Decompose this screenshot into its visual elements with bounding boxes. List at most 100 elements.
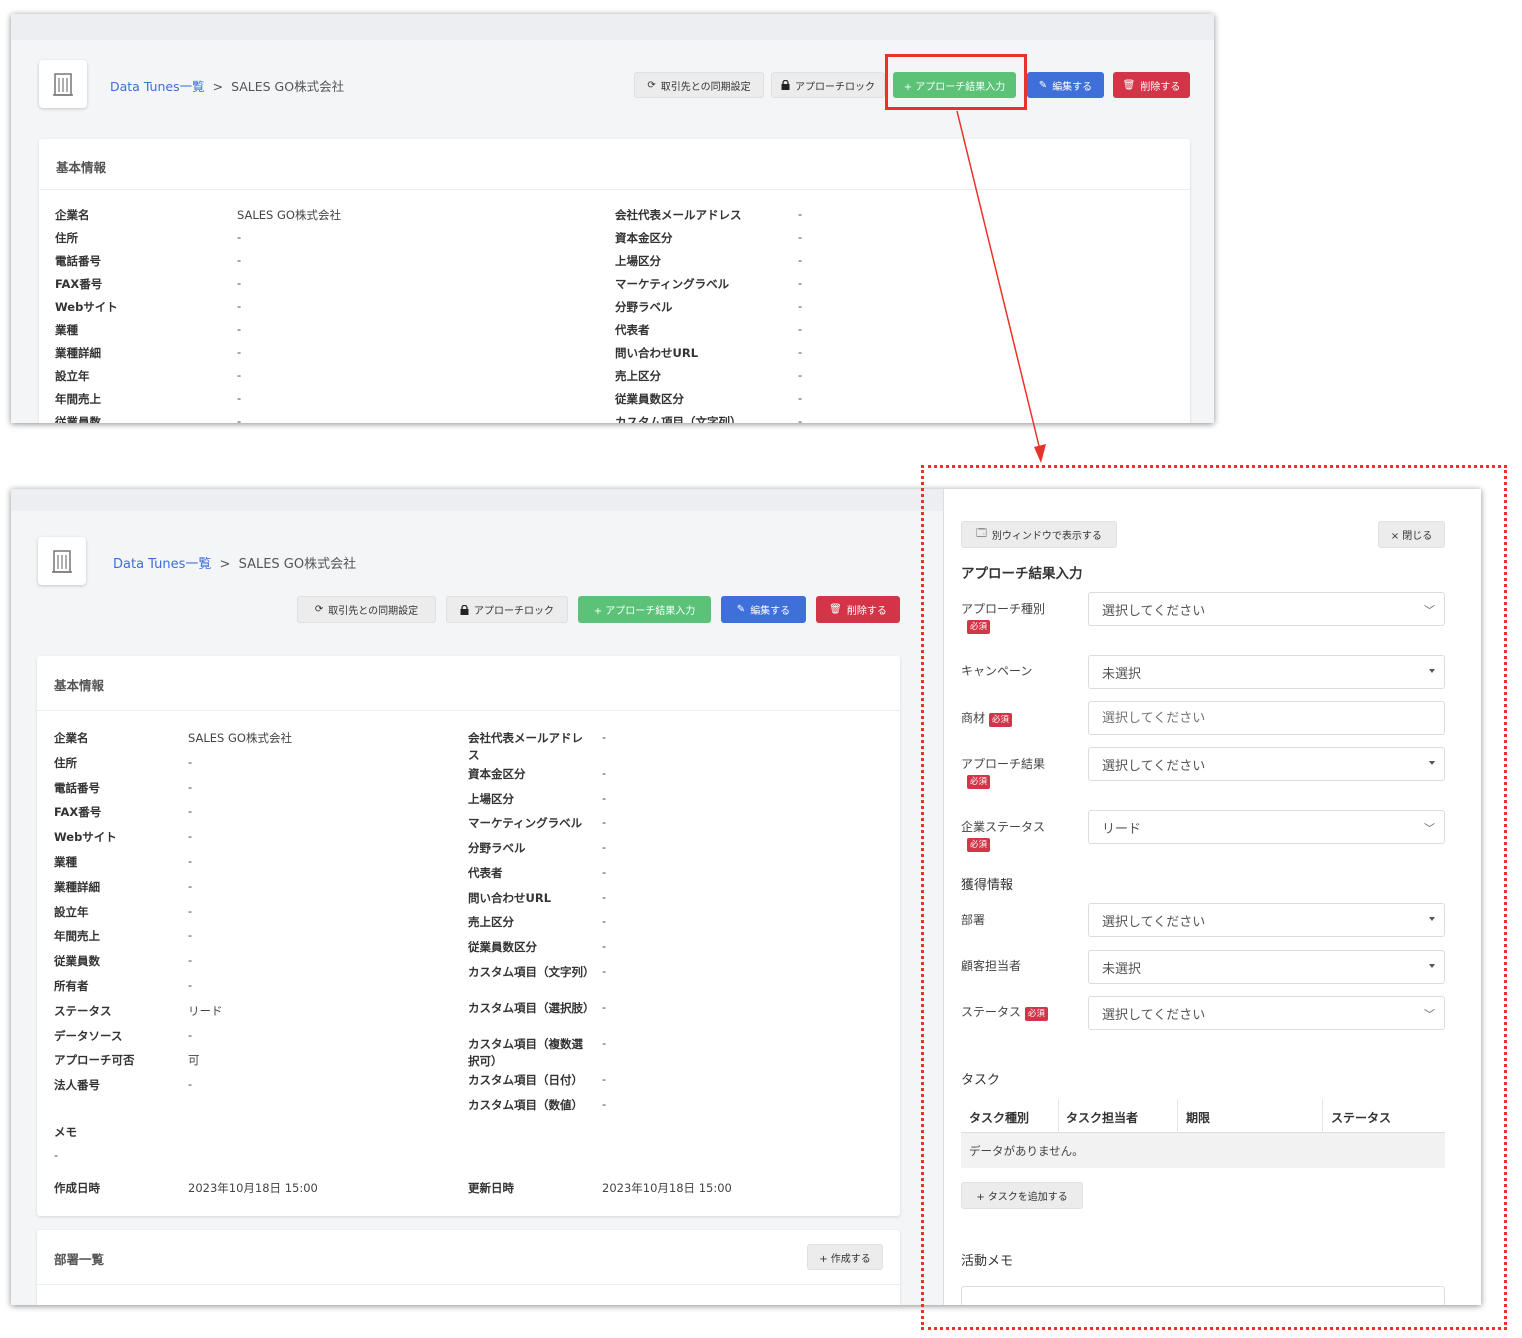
field-label: 代表者 (468, 866, 503, 880)
close-panel-button[interactable]: × 閉じる (1378, 521, 1445, 548)
campaign-label: キャンペーン (961, 664, 1033, 678)
highlight-box (885, 54, 1027, 110)
field-label: 設立年 (55, 369, 90, 383)
field-value: - (188, 878, 193, 893)
field-value: - (188, 953, 193, 968)
add-task-button[interactable]: + タスクを追加する (961, 1182, 1083, 1209)
acquired-info-title: 獲得情報 (961, 878, 1014, 893)
field-value: - (798, 253, 803, 267)
contact-select[interactable]: 未選択 (1088, 950, 1445, 984)
field-value: - (602, 730, 607, 744)
field-label: 電話番号 (55, 254, 101, 268)
basic-info-card: 基本情報 企業名 SALES GO株式会社 住所 - 電話番号 - FAX番号 - Webサイト… (37, 656, 900, 1216)
task-empty-row: データがありません。 (961, 1133, 1445, 1168)
field-value: - (602, 865, 607, 879)
breadcrumb-link[interactable]: Data Tunes一覧 (113, 557, 212, 572)
approach-type-label: アプローチ種別 (961, 602, 1046, 616)
material-label: 商材 (961, 711, 986, 725)
memo-value: - (54, 1148, 59, 1162)
breadcrumb-link[interactable]: Data Tunes一覧 (110, 79, 205, 94)
chevron-down-icon: ﹀ (1424, 822, 1435, 835)
field-value: - (602, 890, 607, 904)
field-label: 従業員数区分 (468, 940, 537, 954)
column-status: ステータス (1331, 1111, 1392, 1125)
updated-value: 2023年10月18日 15:00 (602, 1181, 732, 1195)
department-label: 部署 (961, 913, 986, 927)
task-table-header: タスク種別 タスク担当者 期限 ステータス (961, 1099, 1445, 1133)
created-value: 2023年10月18日 15:00 (188, 1181, 318, 1195)
sync-button[interactable]: ⟳ 取引先との同期設定 (297, 596, 436, 623)
field-label: 売上区分 (615, 369, 661, 383)
field-label: 資本金区分 (615, 231, 673, 245)
approach-lock-button[interactable]: アプローチロック (771, 72, 885, 98)
chevron-down-icon: ﹀ (1424, 604, 1435, 617)
status-select[interactable]: 選択してください ﹀ (1088, 996, 1445, 1030)
breadcrumb: Data Tunes一覧 > SALES GO株式会社 (110, 76, 344, 95)
approach-input-button[interactable]: + アプローチ結果入力 (578, 596, 711, 623)
field-value: 可 (188, 1053, 200, 1068)
basic-info-title: 基本情報 (56, 160, 107, 175)
sync-button[interactable]: ⟳ 取引先との同期設定 (634, 72, 764, 98)
field-label: 問い合わせURL (468, 891, 552, 905)
building-icon (52, 550, 72, 573)
approach-result-select[interactable]: 選択してください (1088, 747, 1445, 781)
open-window-button[interactable]: 🗔 別ウィンドウで表示する (961, 521, 1117, 548)
field-value: - (237, 345, 242, 359)
field-label: Webサイト (55, 300, 118, 314)
approach-lock-button[interactable]: アプローチロック (446, 596, 568, 623)
field-value: - (798, 322, 803, 336)
edit-button[interactable]: ✎ 編集する (1027, 72, 1104, 98)
field-label: 従業員数 (55, 415, 101, 423)
breadcrumb-current: SALES GO株式会社 (231, 79, 345, 94)
field-label: 問い合わせURL (615, 346, 699, 360)
breadcrumb-sep: > (212, 79, 224, 94)
field-value: - (602, 964, 607, 978)
field-label: 設立年 (54, 904, 89, 919)
field-value: - (188, 804, 193, 819)
delete-label: 削除する (1140, 81, 1181, 93)
field-value: - (237, 368, 242, 382)
memo-label: メモ (54, 1125, 77, 1139)
pencil-icon: ✎ (736, 604, 746, 615)
created-label: 作成日時 (54, 1181, 100, 1195)
company-status-value: リード (1102, 821, 1142, 837)
updated-label: 更新日時 (468, 1181, 514, 1195)
delete-button[interactable]: 🗑 削除する (816, 596, 900, 623)
field-value: - (188, 928, 193, 943)
field-label: 所有者 (54, 979, 89, 993)
approach-result-panel: 🗔 別ウィンドウで表示する × 閉じる アプローチ結果入力 アプローチ種別 必須 … (943, 489, 1481, 1305)
required-badge: 必須 (967, 620, 991, 634)
field-value: SALES GO株式会社 (237, 208, 341, 222)
lock-label: アプローチロック (795, 81, 875, 93)
field-label: マーケティングラベル (615, 277, 730, 291)
approach-input-button[interactable]: + アプローチ結果入力 (893, 72, 1016, 98)
campaign-select[interactable]: 未選択 (1088, 655, 1445, 689)
material-label-row: 商材 必須 (961, 709, 1012, 727)
field-label: 企業名 (54, 731, 89, 745)
approach-type-value: 選択してください (1102, 603, 1206, 619)
company-status-label: 企業ステータス (961, 820, 1046, 834)
field-label: 年間売上 (54, 929, 100, 944)
edit-button[interactable]: ✎ 編集する (721, 596, 806, 623)
company-status-select[interactable]: リード ﹀ (1088, 810, 1445, 844)
field-value: - (237, 299, 242, 313)
field-label: 業種詳細 (55, 346, 101, 360)
activity-memo-title: 活動メモ (961, 1254, 1014, 1269)
create-department-button[interactable]: + 作成する (807, 1244, 883, 1270)
approach-type-select[interactable]: 選択してください ﹀ (1088, 592, 1445, 626)
field-value: - (602, 939, 607, 953)
lock-icon (781, 80, 790, 90)
field-label: 資本金区分 (468, 767, 526, 781)
status-label: ステータス (961, 1005, 1022, 1019)
required-badge: 必須 (988, 713, 1012, 727)
activity-memo-textarea[interactable] (961, 1286, 1445, 1305)
delete-button[interactable]: 🗑 削除する (1113, 72, 1190, 98)
material-input[interactable] (1088, 701, 1445, 735)
field-value: - (237, 322, 242, 336)
basic-info-title: 基本情報 (54, 678, 105, 693)
department-select[interactable]: 選択してください (1088, 903, 1445, 937)
panel-highlight-dotted (921, 465, 1507, 1330)
delete-label: 削除する (846, 606, 887, 617)
field-label: 会社代表メールアドレス (468, 731, 583, 762)
